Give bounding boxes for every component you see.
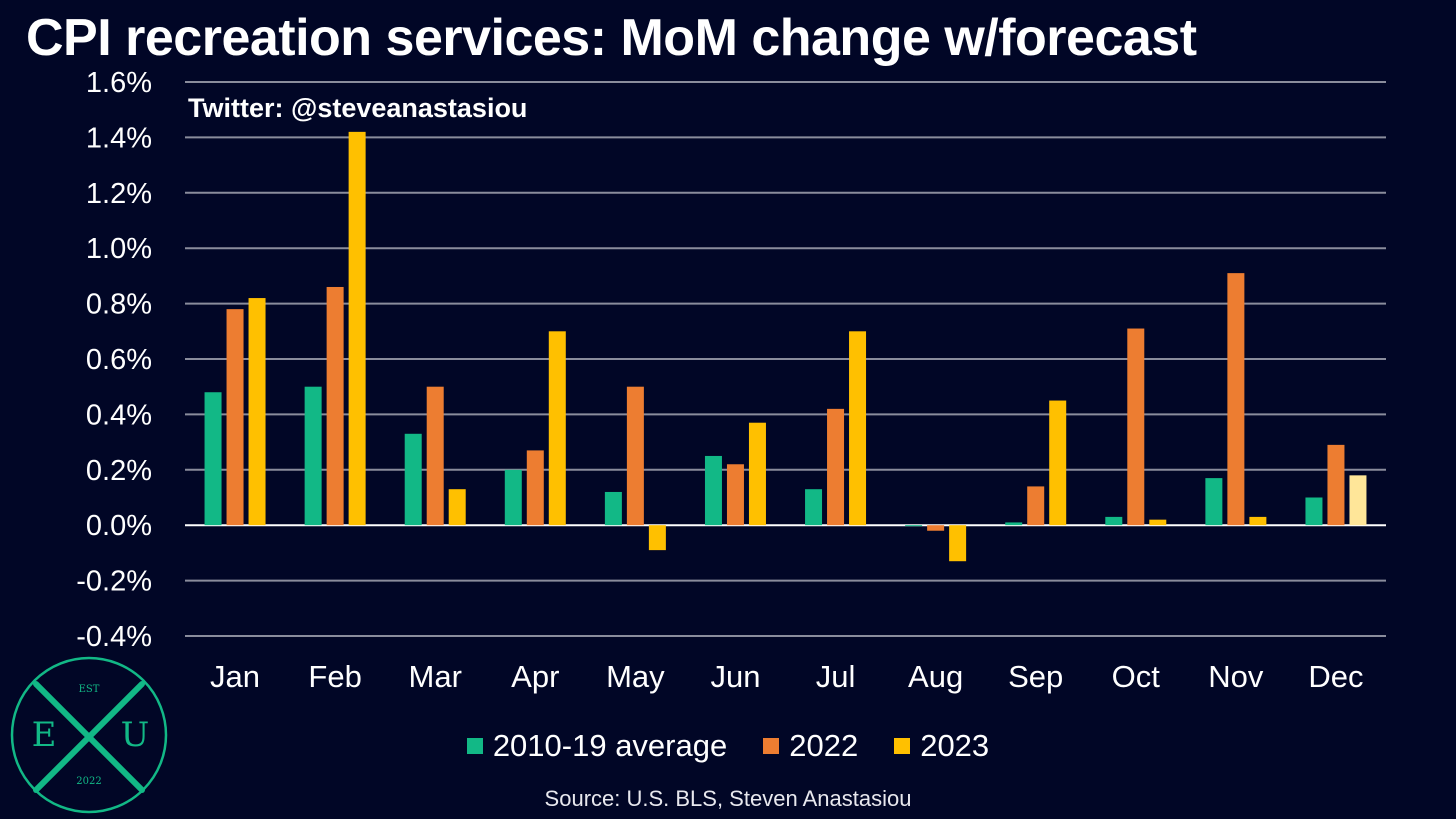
bar-mar-series-1 (426, 386, 444, 526)
x-tick-label: Nov (1208, 659, 1264, 694)
x-tick-label: Jul (816, 659, 856, 694)
bar-dec-series-0 (1305, 497, 1323, 526)
bar-oct-series-0 (1105, 516, 1123, 526)
x-tick-label: Apr (511, 659, 559, 694)
bar-dec-series-1 (1327, 444, 1345, 526)
source-note: Source: U.S. BLS, Steven Anastasiou (544, 786, 912, 811)
legend-swatch-series-2 (894, 738, 911, 754)
legend-swatch-series-1 (763, 738, 780, 754)
logo-right-letter: U (121, 715, 150, 755)
y-tick-label: 1.4% (86, 122, 152, 154)
bar-sep-series-2 (1049, 400, 1067, 526)
bar-may-series-2 (648, 525, 666, 551)
bar-apr-series-1 (526, 450, 544, 526)
bar-jun-series-0 (704, 455, 722, 526)
logo-left-letter: E (32, 715, 57, 755)
bar-mar-series-0 (404, 433, 422, 526)
y-tick-label: -0.2% (76, 566, 152, 598)
logo-bottom-text: 2022 (76, 776, 101, 787)
bar-jul-series-0 (805, 489, 823, 526)
x-tick-label: Feb (308, 659, 361, 694)
legend-label-series-1: 2022 (789, 728, 859, 763)
x-tick-label: Dec (1308, 659, 1363, 694)
exu-logo: EST E U 2022 (10, 656, 168, 814)
bar-may-series-1 (626, 386, 644, 526)
legend: 2010-19 average 2022 2023 (0, 728, 1456, 764)
y-tick-label: 0.6% (86, 344, 152, 376)
bar-nov-series-0 (1205, 478, 1223, 526)
bar-jul-series-1 (827, 408, 845, 526)
legend-item-series-2: 2023 (894, 728, 989, 764)
x-tick-label: Sep (1008, 659, 1063, 694)
logo-ring (10, 656, 168, 814)
bar-nov-series-1 (1227, 273, 1245, 526)
bar-apr-series-2 (548, 331, 566, 526)
y-tick-label: 1.6% (86, 67, 152, 99)
bar-jan-series-0 (204, 392, 222, 526)
bar-aug-series-2 (949, 525, 967, 562)
x-tick-label: Aug (908, 659, 963, 694)
x-tick-label: Mar (409, 659, 462, 694)
twitter-handle-annotation: Twitter: @steveanastasiou (188, 93, 527, 123)
legend-item-series-1: 2022 (763, 728, 858, 764)
bar-nov-series-2 (1249, 516, 1267, 526)
bar-apr-series-0 (504, 469, 522, 526)
y-tick-label: 1.2% (86, 178, 152, 210)
bar-dec-series-2-forecast (1349, 475, 1367, 526)
y-tick-label: 0.2% (86, 455, 152, 487)
bar-aug-series-1 (927, 525, 945, 531)
y-tick-label: -0.4% (76, 621, 152, 653)
x-tick-label: Jan (210, 659, 260, 694)
chart-title: CPI recreation services: MoM change w/fo… (26, 9, 1197, 67)
bar-aug-series-0 (905, 525, 923, 527)
legend-item-series-0: 2010-19 average (466, 728, 728, 764)
bar-oct-series-2 (1149, 519, 1167, 526)
bar-sep-series-1 (1027, 486, 1045, 526)
x-tick-label: May (606, 659, 665, 694)
y-tick-label: 1.0% (86, 233, 152, 265)
bar-mar-series-2 (448, 489, 466, 526)
bar-sep-series-0 (1005, 522, 1023, 526)
y-tick-label: 0.8% (86, 289, 152, 321)
legend-swatch-series-0 (466, 738, 483, 754)
x-tick-label: Oct (1112, 659, 1161, 694)
logo-cross-stroke-2 (33, 681, 145, 793)
bar-feb-series-1 (326, 286, 344, 526)
bar-feb-series-2 (348, 131, 366, 526)
legend-label-series-2: 2023 (920, 728, 990, 763)
y-tick-label: 0.0% (86, 510, 152, 542)
bar-may-series-0 (604, 491, 622, 526)
bar-jan-series-1 (226, 309, 244, 526)
legend-label-series-0: 2010-19 average (492, 728, 728, 763)
bar-jun-series-2 (748, 422, 766, 526)
bar-feb-series-0 (304, 386, 322, 526)
bar-oct-series-1 (1127, 328, 1145, 526)
bar-jul-series-2 (849, 331, 867, 526)
x-tick-label: Jun (710, 659, 760, 694)
logo-top-text: EST (79, 684, 100, 695)
y-tick-label: 0.4% (86, 399, 152, 431)
bar-jun-series-1 (726, 464, 744, 526)
bar-jan-series-2 (248, 298, 266, 526)
